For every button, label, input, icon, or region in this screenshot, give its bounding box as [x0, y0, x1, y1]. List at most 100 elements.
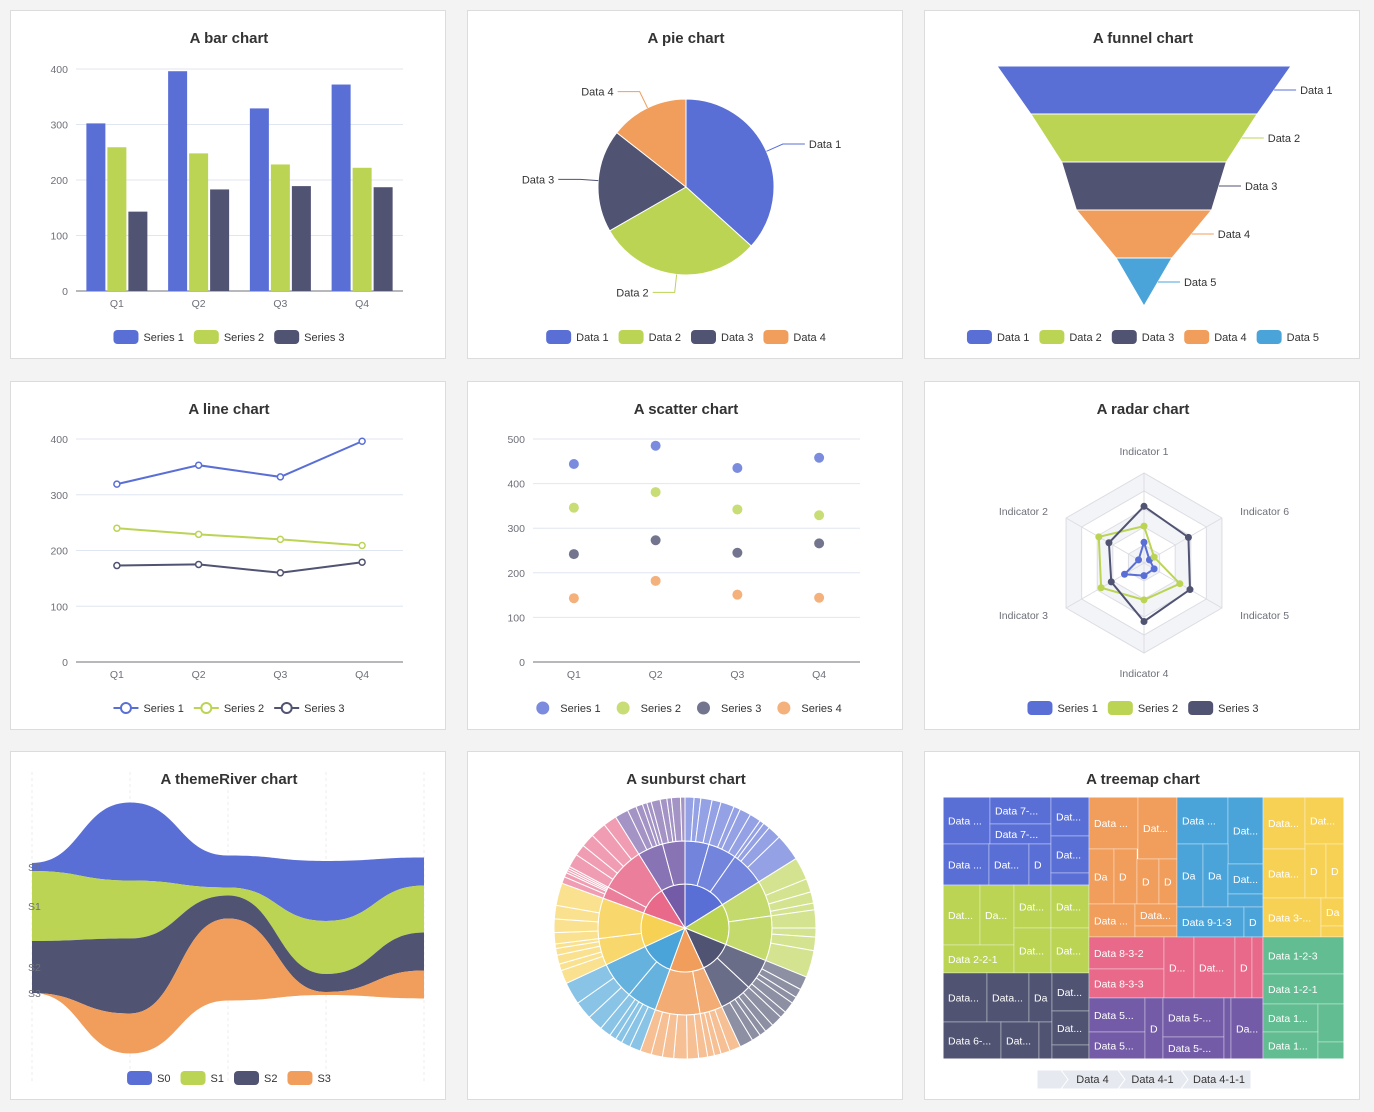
- treemap-cell[interactable]: Data 5-...: [1162, 1036, 1225, 1060]
- treemap-cell[interactable]: [1317, 1041, 1345, 1060]
- treemap-cell-rect[interactable]: [1162, 997, 1225, 1038]
- treemap-cell-rect[interactable]: [979, 884, 1015, 946]
- legend-item-data-5[interactable]: Data 5: [1256, 330, 1319, 344]
- treemap-cell-rect[interactable]: [989, 796, 1052, 825]
- treemap-cell[interactable]: Dat...: [1051, 972, 1090, 1012]
- treemap-cell[interactable]: D: [1136, 858, 1160, 905]
- treemap-cell[interactable]: D: [1234, 936, 1253, 999]
- legend-item-s2[interactable]: S2: [234, 1071, 277, 1085]
- legend-item-series-4[interactable]: Series 4: [777, 701, 842, 716]
- treemap-cell[interactable]: D...: [1163, 936, 1195, 999]
- treemap-cell-rect[interactable]: [1176, 843, 1204, 908]
- treemap-cell-rect[interactable]: [942, 972, 988, 1023]
- treemap-cell[interactable]: D: [1144, 997, 1164, 1060]
- treemap-cell-rect[interactable]: [1223, 997, 1232, 1060]
- treemap-cell[interactable]: D: [1304, 843, 1327, 899]
- treemap-cell-rect[interactable]: [1262, 1031, 1319, 1060]
- treemap-cell-rect[interactable]: [1227, 863, 1264, 895]
- legend-item-series-1[interactable]: Series 1: [1027, 701, 1098, 715]
- treemap-cell[interactable]: Dat...: [1227, 796, 1264, 865]
- treemap-cell-rect[interactable]: [1163, 936, 1195, 999]
- treemap-cell-rect[interactable]: [1193, 936, 1236, 999]
- treemap-cell[interactable]: Da: [1202, 843, 1229, 908]
- treemap-cell[interactable]: Da...: [979, 884, 1015, 946]
- legend-item-series-2[interactable]: Series 2: [193, 702, 264, 715]
- treemap-cell[interactable]: Data 5-...: [1162, 997, 1225, 1038]
- treemap-cell[interactable]: Data...: [986, 972, 1030, 1023]
- treemap-cell-rect[interactable]: [1227, 893, 1264, 908]
- treemap-cell[interactable]: [1317, 1003, 1345, 1043]
- treemap-cell[interactable]: Dat...: [1000, 1021, 1040, 1060]
- treemap-cell[interactable]: Dat...: [1050, 927, 1090, 974]
- treemap-cell[interactable]: Data 7-...: [989, 796, 1052, 825]
- legend-item-series-3[interactable]: Series 3: [1188, 701, 1259, 715]
- legend-item-series-3[interactable]: Series 3: [274, 330, 345, 344]
- treemap-cell[interactable]: [1223, 997, 1232, 1060]
- treemap-cell[interactable]: Da: [1028, 972, 1053, 1023]
- treemap-cell-rect[interactable]: [1050, 927, 1090, 974]
- treemap-cell-rect[interactable]: [1088, 903, 1136, 938]
- treemap-cell[interactable]: [1251, 936, 1264, 999]
- treemap-cell[interactable]: [1320, 925, 1345, 938]
- legend-item-series-3[interactable]: Series 3: [274, 702, 345, 715]
- treemap-cell-rect[interactable]: [1134, 925, 1178, 938]
- treemap-cell[interactable]: Da...: [1230, 997, 1264, 1060]
- treemap-cell[interactable]: Data 5...: [1088, 997, 1146, 1033]
- treemap-cell[interactable]: Data...: [1134, 903, 1178, 927]
- treemap-cell[interactable]: Data 7-...: [989, 823, 1052, 845]
- legend-item-s3[interactable]: S3: [287, 1071, 331, 1085]
- legend-item-series-3[interactable]: Series 3: [697, 701, 761, 716]
- legend-item-data-1[interactable]: Data 1: [966, 330, 1029, 344]
- treemap-cell-rect[interactable]: [1304, 796, 1345, 845]
- treemap-cell-rect[interactable]: [1088, 936, 1165, 970]
- treemap-cell-rect[interactable]: [1320, 925, 1345, 938]
- treemap-cell[interactable]: Dat...: [1050, 796, 1090, 837]
- treemap-cell[interactable]: Data 1-2-1: [1262, 973, 1345, 1005]
- treemap-cell[interactable]: D: [1028, 843, 1052, 886]
- treemap-cell-rect[interactable]: [1262, 936, 1345, 975]
- legend-item-series-2[interactable]: Series 2: [193, 330, 264, 344]
- treemap-cell-rect[interactable]: [1176, 906, 1245, 938]
- treemap-cell[interactable]: D: [1113, 848, 1138, 905]
- breadcrumb-item[interactable]: Data 4-1: [1117, 1069, 1189, 1090]
- treemap-cell[interactable]: Dat...: [1304, 796, 1345, 845]
- treemap-cell[interactable]: [1227, 893, 1264, 908]
- treemap-cell[interactable]: Data ...: [1088, 796, 1139, 850]
- treemap-cell[interactable]: Data 6-...: [942, 1021, 1002, 1060]
- treemap-cell[interactable]: Data 8-3-3: [1088, 968, 1165, 999]
- legend-item-data-4[interactable]: Data 4: [1184, 330, 1247, 344]
- legend-item-series-2[interactable]: Series 2: [616, 701, 681, 716]
- legend-item-data-3[interactable]: Data 3: [691, 330, 753, 344]
- treemap-cell[interactable]: Data 5...: [1088, 1031, 1146, 1060]
- treemap-cell-rect[interactable]: [942, 1021, 1002, 1060]
- treemap-cell[interactable]: Dat...: [1013, 884, 1052, 929]
- treemap-cell[interactable]: [1134, 925, 1178, 938]
- treemap-cell[interactable]: Dat...: [1013, 927, 1052, 974]
- treemap-cell-rect[interactable]: [1251, 936, 1264, 999]
- sunburst-leaf[interactable]: [679, 796, 686, 842]
- treemap-cell[interactable]: Dat...: [988, 843, 1030, 886]
- legend-item-data-4[interactable]: Data 4: [763, 330, 826, 344]
- treemap-cell-rect[interactable]: [1317, 1003, 1345, 1043]
- treemap-cell[interactable]: Data...: [942, 972, 988, 1023]
- treemap-cell-rect[interactable]: [1038, 1021, 1053, 1060]
- treemap-cell[interactable]: Dat...: [1050, 835, 1090, 874]
- treemap-cell[interactable]: Data ...: [1176, 796, 1229, 845]
- treemap-cell-rect[interactable]: [1013, 927, 1052, 974]
- treemap-cell[interactable]: Data 1...: [1262, 1031, 1319, 1060]
- treemap-cell-rect[interactable]: [1262, 1003, 1319, 1033]
- treemap-cell[interactable]: Data...: [1262, 796, 1306, 850]
- breadcrumb-item[interactable]: Data 4-1-1: [1180, 1069, 1252, 1090]
- treemap-cell[interactable]: D: [1325, 843, 1345, 899]
- treemap-cell[interactable]: Data 8-3-2: [1088, 936, 1165, 970]
- treemap-cell[interactable]: Dat...: [1051, 1010, 1090, 1046]
- treemap-cell[interactable]: D: [1158, 858, 1178, 905]
- treemap-cell-rect[interactable]: [1202, 843, 1229, 908]
- treemap-cell[interactable]: Data 9-1-3: [1176, 906, 1245, 938]
- treemap-cell[interactable]: Da: [1320, 897, 1345, 927]
- treemap-cell[interactable]: Data 3-...: [1262, 897, 1322, 938]
- treemap-cell[interactable]: Data 2-2-1: [942, 944, 1015, 974]
- treemap-cell[interactable]: Da: [1176, 843, 1204, 908]
- treemap-cell[interactable]: [1038, 1021, 1053, 1060]
- treemap-cell[interactable]: Dat...: [1227, 863, 1264, 895]
